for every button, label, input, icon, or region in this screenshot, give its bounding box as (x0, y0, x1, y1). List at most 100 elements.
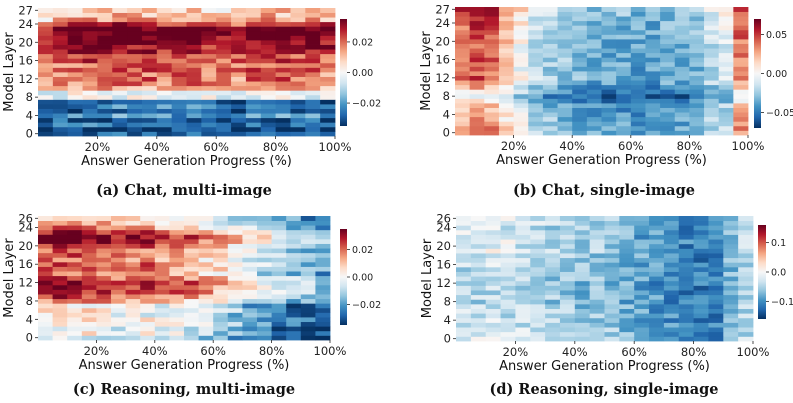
heatmap-cell (169, 257, 185, 263)
heatmap-cell (530, 225, 546, 231)
heatmap-cell (498, 130, 514, 136)
heatmap-cell (663, 280, 680, 286)
heatmap-cell (485, 271, 501, 277)
heatmap-cell (169, 335, 185, 341)
colorbar-tick-label: 0.00 (352, 273, 373, 284)
heatmap-cell (557, 16, 573, 22)
heatmap-cell (201, 44, 217, 50)
heatmap-cell (275, 131, 291, 137)
heatmap-cell (216, 99, 232, 105)
heatmap-cell (663, 266, 680, 272)
heatmap-cell (67, 40, 83, 45)
heatmap-cell (125, 330, 141, 336)
heatmap-cell (513, 29, 529, 35)
heatmap-cell (572, 20, 588, 26)
heatmap-cell (97, 30, 113, 36)
heatmap-cell (171, 76, 187, 82)
heatmap-cell (470, 220, 487, 226)
heatmap-cell (67, 62, 83, 68)
heatmap-cell (498, 75, 514, 81)
y-tick-label: 27 (435, 2, 450, 16)
heatmap-cell (125, 238, 141, 244)
heatmap-cell (513, 80, 529, 86)
heatmap-cell (689, 71, 705, 76)
heatmap-cell (693, 271, 709, 277)
heatmap-cell (154, 312, 170, 318)
heatmap-cell (601, 20, 617, 26)
heatmap-cell (718, 16, 734, 22)
heatmap-cell (315, 257, 331, 263)
heatmap-cell (231, 126, 247, 132)
heatmap-cell (498, 89, 514, 95)
heatmap-cell (171, 35, 187, 41)
heatmap-cell (242, 294, 258, 300)
heatmap-cell (125, 271, 141, 277)
heatmap-cell (169, 289, 185, 295)
heatmap-cell (245, 81, 262, 87)
heatmap-cell (201, 72, 217, 77)
heatmap-cell (528, 43, 544, 49)
heatmap-cell (616, 112, 632, 118)
heatmap-cell (738, 253, 754, 259)
heatmap-cell (242, 335, 258, 341)
heatmap-cell (484, 93, 500, 99)
heatmap-cell (290, 126, 306, 132)
y-tick-label: 24 (435, 16, 450, 30)
heatmap-cell (290, 17, 306, 23)
heatmap-cell (286, 298, 302, 304)
heatmap-cell (245, 62, 262, 68)
heatmap-cell (601, 16, 617, 22)
heatmap-cell (231, 30, 247, 36)
heatmap-cell (704, 11, 720, 17)
heatmap-cell (67, 284, 83, 290)
heatmap-cell (52, 44, 69, 50)
heatmap-cell (67, 229, 83, 235)
heatmap-cell (171, 21, 187, 27)
heatmap-cell (52, 238, 68, 244)
heatmap-cell (528, 107, 544, 113)
heatmap-cell (708, 276, 724, 282)
heatmap-cell (242, 257, 258, 263)
heatmap-cell (645, 39, 661, 44)
heatmap-cell (52, 40, 69, 45)
heatmap-cell (484, 11, 500, 17)
heatmap-cell (213, 303, 229, 309)
heatmap-cell (645, 98, 661, 104)
heatmap-cell (67, 317, 83, 323)
heatmap-cell (286, 257, 302, 263)
heatmap-cell (96, 261, 112, 267)
x-tick-label: 100% (319, 140, 352, 154)
heatmap-cell (96, 225, 112, 231)
heatmap-cell (557, 125, 573, 131)
heatmap-cell (290, 113, 306, 119)
heatmap-cell (708, 327, 724, 333)
x-tick-label: 60% (200, 344, 226, 358)
heatmap-cell (500, 262, 516, 268)
heatmap-cell (257, 298, 272, 304)
heatmap-cell (649, 239, 665, 245)
heatmap-cell (125, 284, 141, 290)
heatmap-cell (663, 276, 680, 282)
heatmap-cell (455, 29, 471, 35)
heatmap-cell (708, 257, 724, 263)
colorbar (340, 229, 347, 325)
heatmap-cell (156, 8, 173, 13)
heatmap-cell (559, 216, 576, 222)
heatmap-cell (586, 61, 602, 67)
heatmap-cell (127, 58, 143, 64)
heatmap-cell (242, 229, 258, 235)
heatmap-cell (227, 307, 243, 313)
heatmap-cell (530, 331, 546, 337)
heatmap-cell (97, 21, 113, 27)
heatmap-cell (485, 216, 501, 222)
heatmap-cell (455, 71, 471, 76)
heatmap-cell (645, 130, 661, 136)
heatmap-cell (213, 330, 229, 336)
heatmap-cell (97, 90, 113, 96)
heatmap-cell (557, 7, 573, 12)
heatmap-cell (723, 262, 739, 268)
heatmap-cell (97, 8, 113, 13)
heatmap-cell (67, 220, 83, 226)
heatmap-cell (500, 271, 516, 277)
heatmap-cell (738, 229, 754, 235)
